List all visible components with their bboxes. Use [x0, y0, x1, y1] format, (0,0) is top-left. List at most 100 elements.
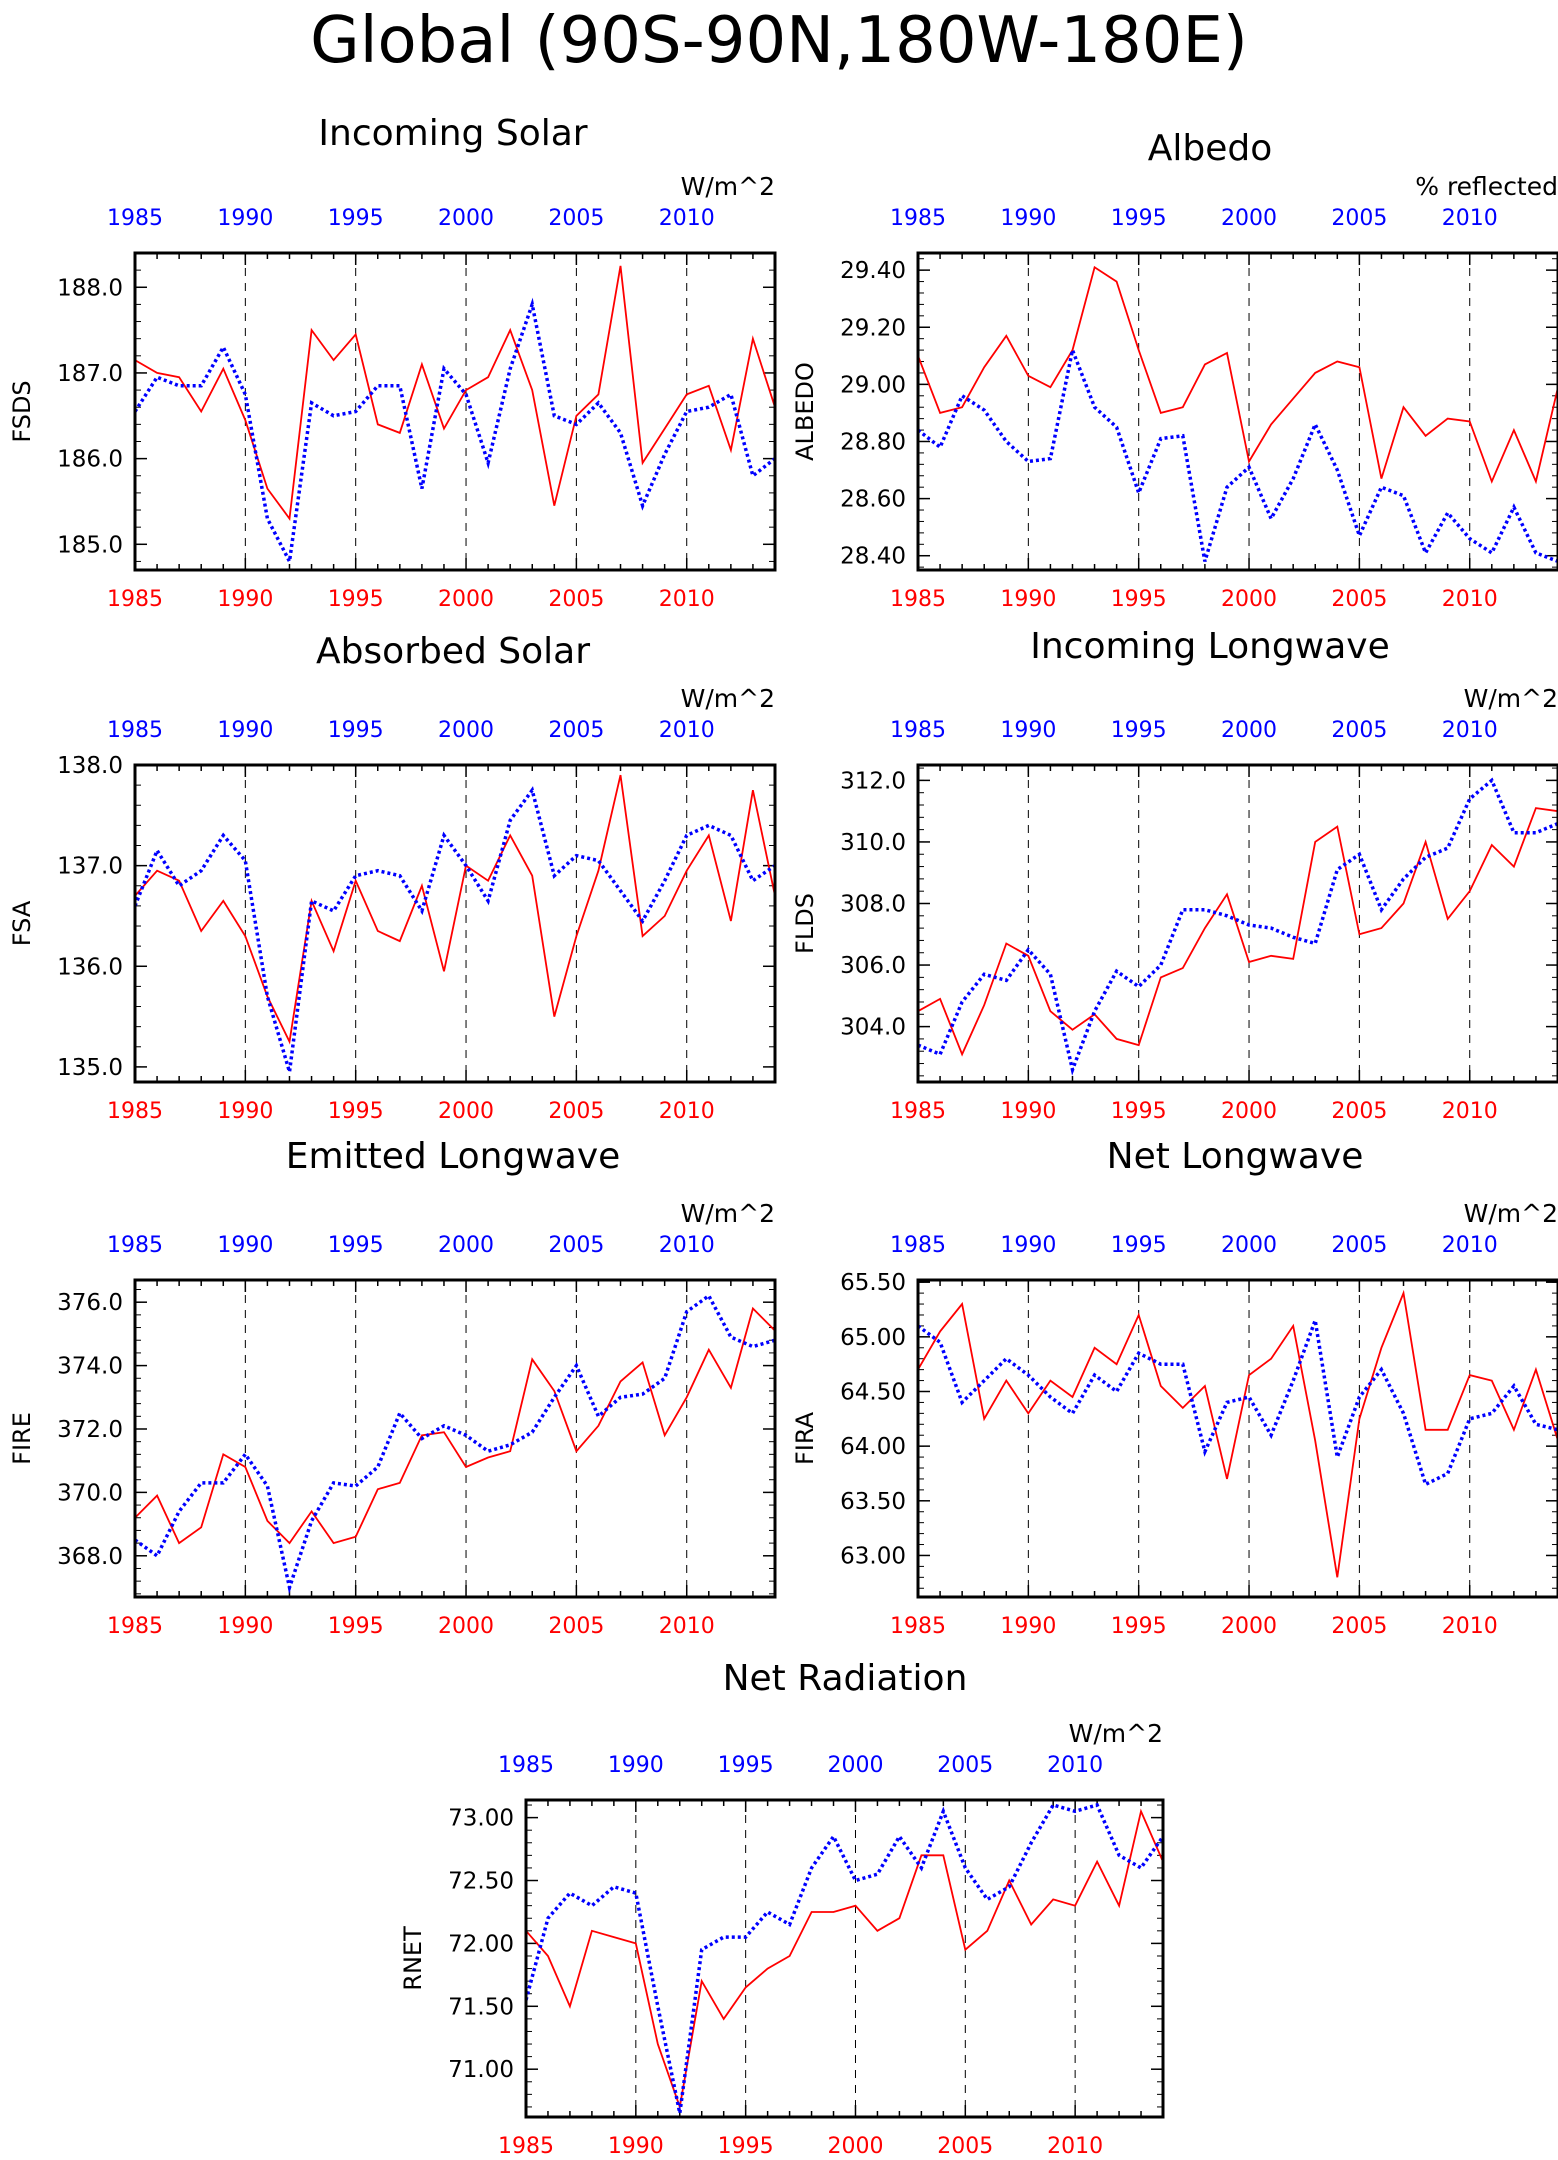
units-label: % reflected: [1415, 172, 1558, 201]
x-tick-label-top: 1985: [107, 206, 163, 231]
x-tick-label-top: 2010: [659, 718, 715, 743]
x-tick-label-top: 2010: [1442, 718, 1498, 743]
x-tick-label-top: 2005: [1331, 1233, 1387, 1258]
units-label: W/m^2: [1464, 684, 1558, 713]
y-tick-label: 374.0: [57, 1354, 123, 1380]
series-line-blue: [135, 1293, 775, 1595]
x-tick-label-top: 1990: [217, 206, 273, 231]
y-tick-label: 28.80: [840, 429, 906, 455]
series-line-red: [918, 807, 1558, 1057]
x-tick-label-bottom: 1995: [328, 1099, 384, 1124]
y-axis-label: FLDS: [791, 893, 819, 954]
x-tick-label-bottom: 1990: [217, 1614, 273, 1639]
units-label: W/m^2: [1069, 1719, 1163, 1748]
x-tick-label-top: 1995: [328, 718, 384, 743]
plot-frame: [916, 763, 1558, 1084]
chart-panel: Net Radiation W/m^2 1985 1990 1995 2000 2005 20…: [399, 1658, 1165, 2159]
x-tick-label-bottom: 1990: [1000, 1614, 1056, 1639]
x-tick-label-bottom: 1985: [107, 1099, 163, 1124]
y-tick-label: 65.50: [840, 1270, 906, 1296]
y-tick-label: 28.40: [840, 544, 906, 570]
y-tick-label: 63.00: [840, 1543, 906, 1569]
x-tick-label-bottom: 2005: [1331, 1099, 1387, 1124]
units-label: W/m^2: [681, 1199, 775, 1228]
series-line-blue: [526, 1802, 1163, 2114]
x-tick-label-bottom: 2005: [548, 1099, 604, 1124]
x-tick-label-bottom: 2005: [548, 1614, 604, 1639]
x-tick-label-bottom: 2010: [1047, 2134, 1103, 2159]
x-tick-label-bottom: 2000: [827, 2134, 883, 2159]
x-tick-label-bottom: 2005: [1331, 1614, 1387, 1639]
y-tick-label: 368.0: [57, 1544, 123, 1570]
x-tick-label-bottom: 2005: [1331, 587, 1387, 612]
units-label: W/m^2: [681, 684, 775, 713]
x-tick-label-top: 2000: [438, 1233, 494, 1258]
x-tick-label-top: 2000: [438, 718, 494, 743]
y-tick-label: 310.0: [840, 830, 906, 856]
x-tick-label-top: 1990: [1000, 718, 1056, 743]
y-tick-label: 312.0: [840, 768, 906, 794]
x-tick-label-top: 2000: [1221, 718, 1277, 743]
y-tick-label: 64.50: [840, 1379, 906, 1405]
y-tick-label: 185.0: [57, 532, 123, 558]
plot-frame: [916, 251, 1558, 572]
y-tick-label: 63.50: [840, 1489, 906, 1515]
x-tick-label-top: 1985: [107, 718, 163, 743]
panels: Incoming Solar W/m^2 1985 1990 1995 2000 2005 2…: [8, 113, 1558, 2159]
x-tick-label-top: 2010: [659, 1233, 715, 1258]
x-tick-label-bottom: 2005: [548, 587, 604, 612]
series-line-blue: [918, 1313, 1558, 1487]
x-tick-label-bottom: 2000: [438, 1614, 494, 1639]
x-tick-label-bottom: 1995: [328, 587, 384, 612]
x-tick-label-bottom: 1995: [1111, 1614, 1167, 1639]
x-tick-label-bottom: 2000: [1221, 1099, 1277, 1124]
x-tick-label-bottom: 1985: [890, 1099, 946, 1124]
x-tick-label-top: 2000: [827, 1753, 883, 1778]
x-tick-label-top: 2005: [1331, 718, 1387, 743]
series-line-red: [135, 265, 775, 521]
x-tick-label-top: 2000: [1221, 1233, 1277, 1258]
y-tick-label: 188.0: [57, 275, 123, 301]
y-tick-label: 72.50: [448, 1869, 514, 1895]
y-tick-label: 372.0: [57, 1417, 123, 1443]
x-tick-label-top: 2010: [659, 206, 715, 231]
x-tick-label-top: 1985: [890, 206, 946, 231]
x-tick-label-top: 1990: [1000, 1233, 1056, 1258]
x-tick-label-bottom: 2000: [438, 1099, 494, 1124]
y-tick-label: 29.20: [840, 315, 906, 341]
x-tick-label-top: 1995: [328, 206, 384, 231]
x-tick-label-top: 1995: [1111, 1233, 1167, 1258]
x-tick-label-top: 1995: [1111, 206, 1167, 231]
panel-title: Net Longwave: [1107, 1136, 1364, 1177]
x-tick-label-top: 2010: [1047, 1753, 1103, 1778]
y-tick-label: 376.0: [57, 1290, 123, 1316]
chart-panel: Incoming Solar W/m^2 1985 1990 1995 2000 2005 2…: [8, 113, 777, 612]
y-axis-label: FIRE: [8, 1412, 36, 1465]
x-tick-label-bottom: 1995: [328, 1614, 384, 1639]
x-tick-label-bottom: 1990: [608, 2134, 664, 2159]
x-tick-label-bottom: 1990: [217, 587, 273, 612]
plot-frame: [524, 1798, 1165, 2119]
x-tick-label-top: 1990: [1000, 206, 1056, 231]
y-tick-label: 71.00: [448, 2057, 514, 2083]
panel-title: Albedo: [1148, 128, 1273, 169]
y-tick-label: 138.0: [57, 753, 123, 779]
y-tick-label: 304.0: [840, 1015, 906, 1041]
chart-panel: Absorbed Solar W/m^2 1985 1990 1995 2000 2005 2…: [8, 631, 777, 1124]
panel-title: Net Radiation: [723, 1658, 968, 1699]
series-line-red: [135, 774, 775, 1045]
x-tick-label-bottom: 1995: [1111, 587, 1167, 612]
panel-title: Incoming Longwave: [1030, 626, 1390, 667]
series-line-blue: [135, 297, 775, 568]
y-tick-label: 29.40: [840, 258, 906, 284]
x-tick-label-top: 1995: [718, 1753, 774, 1778]
x-tick-label-bottom: 2005: [937, 2134, 993, 2159]
plot-frame: [133, 251, 777, 572]
x-tick-label-bottom: 1985: [107, 1614, 163, 1639]
y-axis-label: FSA: [8, 900, 36, 946]
y-tick-label: 136.0: [57, 954, 123, 980]
units-label: W/m^2: [1464, 1199, 1558, 1228]
x-tick-label-top: 2005: [548, 1233, 604, 1258]
y-tick-label: 73.00: [448, 1806, 514, 1832]
